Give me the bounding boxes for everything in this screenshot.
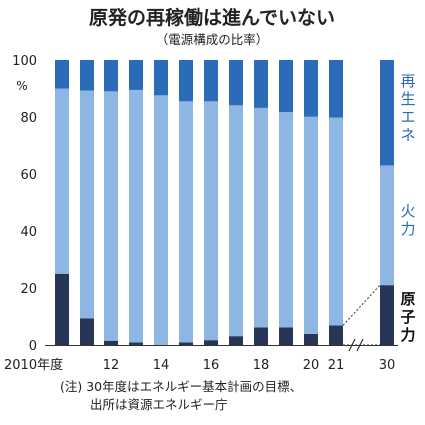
bar-segment [129, 342, 143, 345]
bar-segment [55, 273, 69, 345]
bar-segment [229, 60, 243, 106]
x-tick-label: 2010年度 [4, 357, 63, 373]
note-line-1: (注) 30年度はエネルギー基本計画の目標、 [60, 379, 302, 394]
x-tick-label: 12 [103, 358, 120, 373]
y-tick-label: 60 [20, 168, 37, 183]
bar-segment [80, 60, 94, 91]
legend-label: 子 [400, 308, 415, 326]
bar-segment [179, 101, 193, 343]
bar-segment [229, 336, 243, 345]
bar-segment [154, 95, 168, 345]
y-axis-unit: % [16, 79, 27, 93]
legend-label: 力 [400, 220, 415, 238]
bar-segment [104, 340, 118, 345]
x-axis-ticks: 2010年度 12 14 16 18 20 21 30 [4, 357, 395, 373]
x-tick-label: 14 [153, 358, 170, 373]
bar-segment [329, 325, 343, 345]
legend-label: 火 [400, 202, 415, 220]
bar-segment [279, 327, 293, 345]
x-tick-label: 20 [303, 358, 320, 373]
bar-segment [304, 60, 318, 117]
y-tick-label: 40 [20, 225, 37, 240]
x-tick-label: 30 [379, 358, 396, 373]
bar-segment [179, 342, 193, 345]
bar-segment [204, 340, 218, 345]
y-tick-label: 100 [12, 54, 37, 69]
bar-segment [154, 60, 168, 96]
chart-subtitle: （電源構成の比率） [156, 32, 269, 47]
bar-segment [279, 112, 293, 328]
bar-segment [129, 60, 143, 90]
bar-segment [129, 89, 143, 343]
bar-segment [304, 333, 318, 345]
bar-segment [229, 105, 243, 337]
legend-label: エ [400, 108, 415, 126]
note-line-2: 出所は資源エネルギー庁 [90, 397, 228, 412]
x-tick-label: 21 [328, 358, 345, 373]
bar-segment [329, 117, 343, 326]
bars [45, 60, 398, 352]
y-tick-label: 0 [29, 339, 37, 354]
bar-segment [380, 285, 394, 345]
legend-label: 生 [400, 90, 415, 108]
legend-label: ネ [400, 126, 415, 144]
legend-label: 力 [400, 326, 415, 344]
bar-segment [179, 60, 193, 102]
bar-segment [80, 90, 94, 319]
bar-segment [254, 60, 268, 108]
bar-segment [329, 60, 343, 118]
x-tick-label: 18 [253, 358, 270, 373]
bar-segment [55, 60, 69, 89]
legend-label: 原 [400, 290, 415, 308]
bar-segment [254, 107, 268, 328]
bar-segment [204, 60, 218, 102]
bar-segment [279, 60, 293, 113]
bar-segment [254, 327, 268, 345]
bar-segment [304, 116, 318, 334]
bar-segment [204, 101, 218, 341]
x-tick-label: 16 [203, 358, 220, 373]
chart-title: 原発の再稼働は進んでいない [89, 6, 335, 29]
bar-segment [80, 318, 94, 345]
legend-label: 再 [400, 72, 415, 90]
connector-line [342, 284, 381, 326]
bar-segment [380, 165, 394, 286]
y-axis-ticks: 0 20 40 60 80 100 [12, 54, 37, 354]
bar-segment [104, 91, 118, 341]
bar-segment [55, 88, 69, 274]
bar-segment [380, 60, 394, 166]
y-tick-label: 20 [20, 282, 37, 297]
y-tick-label: 80 [20, 111, 37, 126]
bar-segment [104, 60, 118, 92]
